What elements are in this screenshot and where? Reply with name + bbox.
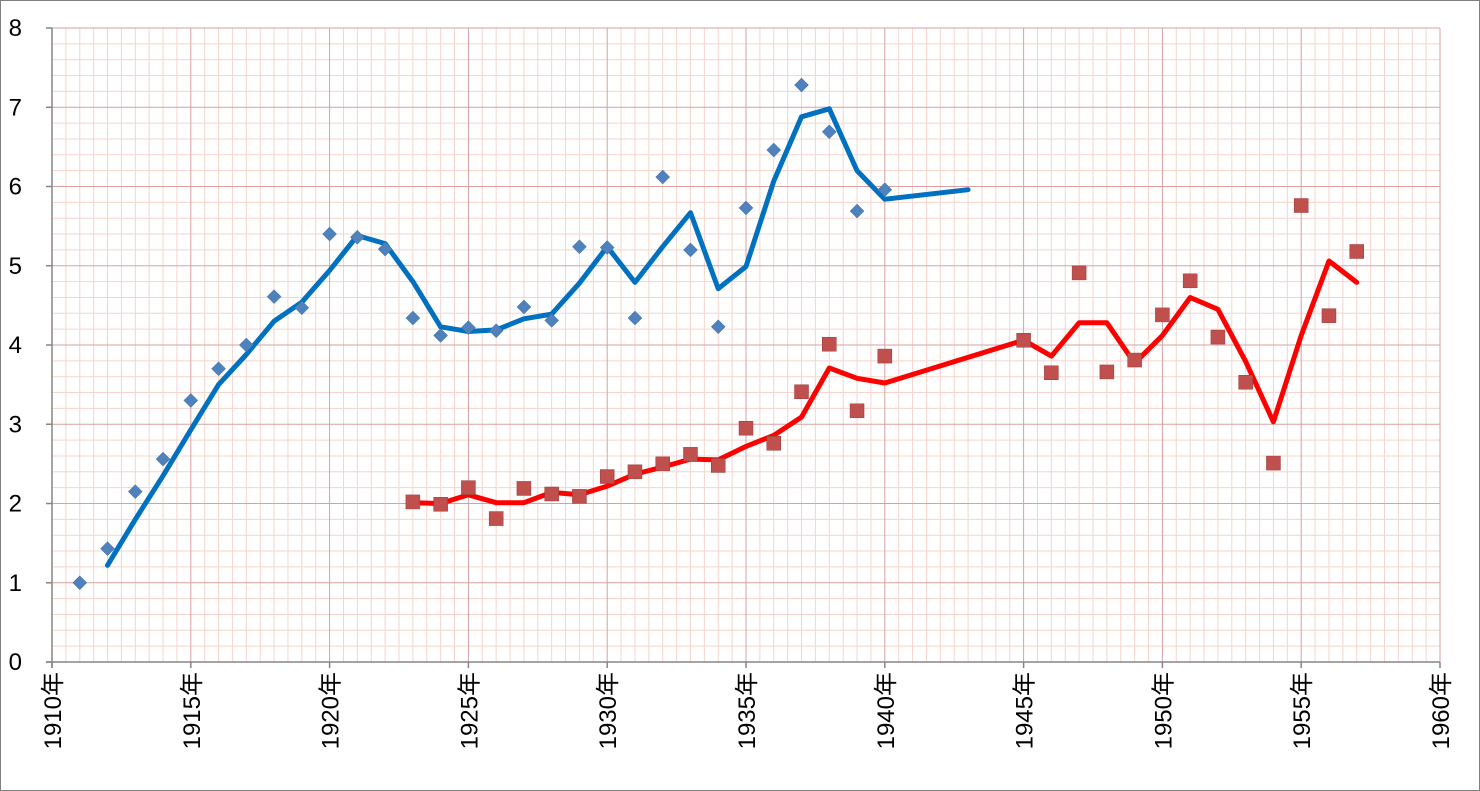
red-square-point	[1349, 244, 1364, 259]
axes	[46, 27, 1441, 668]
blue-diamond-point	[794, 77, 809, 93]
x-tick-label: 1920年	[318, 672, 345, 749]
blue-diamond-point	[849, 203, 865, 219]
x-tick-label: 1950年	[1150, 672, 1177, 749]
red-square-point	[461, 480, 476, 495]
x-tick-label: 1915年	[179, 672, 206, 749]
x-tick-label: 1945年	[1012, 672, 1039, 749]
red-square-point	[766, 436, 782, 451]
blue-diamond-point	[294, 300, 310, 316]
red-square-point	[822, 336, 837, 352]
red-square-point	[1099, 364, 1115, 380]
red-square-point	[1071, 265, 1087, 281]
blue-diamond-point	[322, 226, 337, 242]
red-square-point	[794, 384, 809, 400]
y-tick-label: 6	[9, 174, 22, 201]
blue-diamond-point	[655, 169, 671, 185]
red-square-point	[405, 494, 421, 510]
x-tick-label: 1925年	[456, 672, 483, 749]
red-square-point	[1044, 365, 1059, 380]
red-square-point	[599, 469, 615, 484]
blue-diamond-point	[766, 142, 782, 158]
red-square-point	[1016, 332, 1031, 348]
blue-diamond-point	[377, 241, 393, 257]
red-square-point	[572, 489, 587, 504]
x-tick-label: 1940年	[873, 672, 900, 749]
red-square-point	[1210, 329, 1226, 345]
blue-diamond-point	[433, 328, 448, 343]
red-square-point	[1293, 198, 1309, 213]
red-square-point	[683, 447, 698, 462]
blue-diamond-point	[183, 393, 199, 408]
y-tick-label: 5	[9, 253, 22, 280]
series-layer	[72, 77, 1364, 591]
y-tick-label: 4	[9, 332, 22, 359]
red-square-point	[1182, 273, 1198, 289]
red-square-point	[1155, 307, 1170, 323]
red-square-point	[849, 403, 865, 419]
blue-trend-line	[105, 106, 971, 568]
blue-diamond-point	[821, 124, 837, 140]
x-tick-label: 1960年	[1428, 672, 1455, 749]
red-square-point	[877, 348, 893, 364]
blue-diamond-point	[488, 323, 504, 339]
red-square-point	[710, 458, 726, 473]
blue-diamond-point	[877, 182, 893, 198]
blue-diamond-point	[238, 337, 254, 353]
y-tick-label: 0	[9, 649, 22, 676]
y-tick-label: 7	[9, 94, 22, 121]
blue-diamond-point	[461, 320, 476, 335]
x-tick-label: 1910年	[40, 672, 67, 749]
blue-diamond-point	[72, 575, 88, 591]
blue-diamond-point	[350, 229, 365, 245]
y-tick-label: 3	[9, 411, 22, 438]
red-square-point	[655, 456, 670, 472]
red-square-point	[1321, 308, 1337, 323]
blue-diamond-point	[572, 239, 587, 255]
x-tick-label: 1955年	[1289, 672, 1316, 749]
blue-diamond-point	[738, 200, 754, 216]
red-square-point	[627, 464, 643, 480]
blue-diamond-point	[211, 361, 226, 377]
red-square-point	[738, 420, 754, 436]
x-tick-labels: 1910年 1915年 1920年 1925年 1930年 1935年 1940年 1945年…	[40, 672, 1455, 749]
blue-diamond-point	[599, 240, 615, 255]
x-tick-label: 1930年	[595, 672, 622, 749]
red-square-point	[1127, 352, 1142, 368]
y-tick-label: 1	[9, 570, 22, 597]
red-square-point	[1238, 374, 1253, 390]
y-tick-label: 2	[9, 491, 22, 518]
blue-diamond-point	[155, 451, 171, 467]
blue-diamond-point	[683, 242, 698, 258]
red-square-point	[544, 486, 559, 502]
x-tick-label: 1935年	[734, 672, 761, 749]
blue-diamond-point	[627, 310, 643, 326]
red-square-point	[433, 497, 448, 512]
y-tick-label: 8	[9, 15, 22, 42]
blue-diamond-point	[516, 299, 532, 315]
blue-diamond-point	[544, 313, 560, 328]
blue-diamond-point	[100, 541, 115, 557]
blue-diamond-point	[266, 289, 282, 305]
blue-diamond-point	[127, 484, 143, 499]
red-square-point	[1266, 455, 1281, 471]
blue-diamond-point	[710, 319, 726, 335]
red-square-point	[488, 511, 504, 526]
red-square-point	[516, 481, 532, 496]
blue-diamond-point	[405, 310, 421, 326]
y-tick-labels: 0 1 2 3 4 5 6 7 8	[9, 15, 22, 676]
